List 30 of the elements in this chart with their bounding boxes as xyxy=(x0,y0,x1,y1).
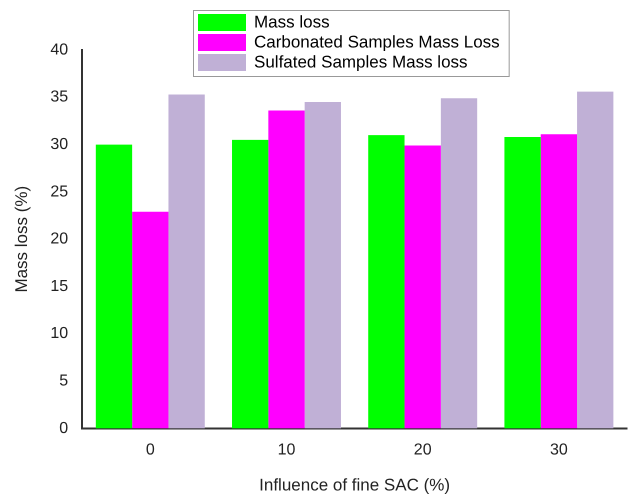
bar xyxy=(96,144,132,428)
bar xyxy=(577,92,614,428)
y-tick-label: 20 xyxy=(50,230,68,248)
bar xyxy=(540,134,578,428)
x-tick-label: 30 xyxy=(550,441,568,458)
x-tick-label: 10 xyxy=(278,441,296,458)
legend-label: Carbonated Samples Mass Loss xyxy=(254,32,500,52)
x-tick-label: 20 xyxy=(414,441,432,458)
bar xyxy=(440,98,478,428)
y-axis-title: Mass loss (%) xyxy=(12,186,31,293)
bar xyxy=(304,102,341,428)
y-tick-label: 15 xyxy=(50,278,68,295)
y-tick-label: 40 xyxy=(50,41,68,58)
x-tick-label: 0 xyxy=(146,441,155,458)
y-tick-label: 5 xyxy=(59,372,68,390)
y-tick-label: 10 xyxy=(50,325,68,342)
y-tick-label: 25 xyxy=(50,183,68,200)
bar xyxy=(368,135,405,428)
bar xyxy=(132,212,168,428)
legend-label: Mass loss xyxy=(254,12,330,32)
bar xyxy=(168,94,205,428)
y-tick-label: 0 xyxy=(59,420,68,437)
bar xyxy=(404,146,441,428)
y-tick-label: 35 xyxy=(50,88,68,106)
y-tick-label: 30 xyxy=(50,136,68,154)
bar xyxy=(268,110,305,428)
x-axis-title: Influence of fine SAC (%) xyxy=(259,475,450,494)
bar xyxy=(504,137,541,428)
legend-label: Sulfated Samples Mass loss xyxy=(254,52,468,72)
bar xyxy=(232,140,268,428)
